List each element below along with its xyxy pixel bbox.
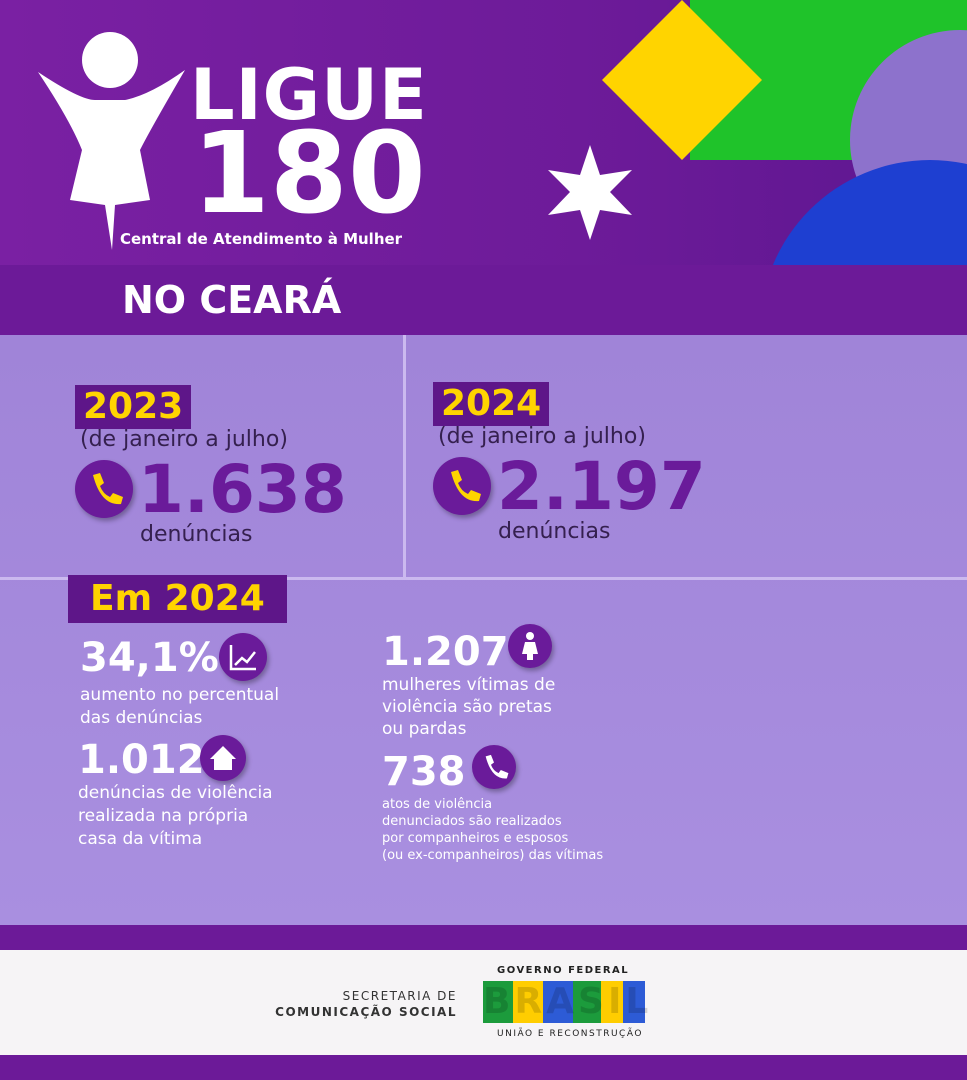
logo-head — [82, 32, 138, 88]
content-panel — [0, 335, 967, 925]
gov-label: GOVERNO FEDERAL — [497, 965, 630, 976]
phone-icon — [472, 745, 516, 789]
stat-value: 34,1% — [80, 635, 219, 681]
house-icon — [200, 735, 246, 781]
region-band — [0, 265, 967, 335]
header-decoration — [38, 0, 967, 265]
stat-text: realizada na própria — [78, 806, 249, 826]
stat-text: (ou ex-companheiros) das vítimas — [382, 848, 604, 863]
stat-text: por companheiros e esposos — [382, 831, 569, 846]
year-label: 2023 — [75, 385, 192, 429]
stat-text: violência são pretas — [382, 697, 552, 717]
period-count: 2.197 — [497, 448, 706, 525]
stat-text: atos de violência — [382, 797, 493, 812]
phone-icon — [75, 460, 133, 518]
yellow-diamond — [602, 0, 762, 160]
year-label: 2024 — [433, 382, 550, 426]
slogan: UNIÃO E RECONSTRUÇÃO — [497, 1029, 643, 1039]
period-count: 1.638 — [138, 451, 347, 528]
stat-text: casa da vítima — [78, 829, 203, 849]
period-unit: denúncias — [498, 519, 611, 544]
stat-value: 1.207 — [382, 629, 509, 675]
phone-icon — [433, 457, 491, 515]
region-title: NO CEARÁ — [122, 278, 342, 322]
chart-icon — [219, 633, 267, 681]
stat-text: denunciados são realizados — [382, 814, 562, 829]
woman-icon — [508, 624, 552, 668]
stat-value: 738 — [382, 749, 466, 795]
stat-text: ou pardas — [382, 719, 467, 739]
logo-subtitle: Central de Atendimento à Mulher — [120, 230, 403, 248]
star — [548, 145, 632, 240]
stat-text: aumento no percentual — [80, 685, 280, 705]
divider — [0, 577, 967, 580]
stat-text: denúncias de violência — [78, 783, 273, 803]
brasil-logo-shapes — [483, 981, 645, 1023]
period-range: (de janeiro a julho) — [80, 427, 288, 452]
secretaria-line: SECRETARIA DE — [342, 989, 457, 1003]
logo-figure — [38, 70, 185, 250]
secretaria-line: COMUNICAÇÃO SOCIAL — [275, 1005, 457, 1019]
bottom-band — [0, 1055, 967, 1080]
stat-text: mulheres vítimas de — [382, 675, 556, 695]
period-range: (de janeiro a julho) — [438, 424, 646, 449]
highlights-title: Em 2024 — [68, 575, 287, 623]
stat-value: 1.012 — [78, 737, 205, 783]
brasil-logo: BRASIL — [483, 981, 653, 1022]
divider — [403, 335, 406, 580]
period-unit: denúncias — [140, 522, 253, 547]
logo-text: LIGUE — [190, 54, 428, 136]
blue-circle — [772, 160, 967, 265]
footer-band — [0, 925, 967, 950]
stat-text: das denúncias — [80, 708, 203, 728]
logo-number: 180 — [192, 109, 426, 239]
